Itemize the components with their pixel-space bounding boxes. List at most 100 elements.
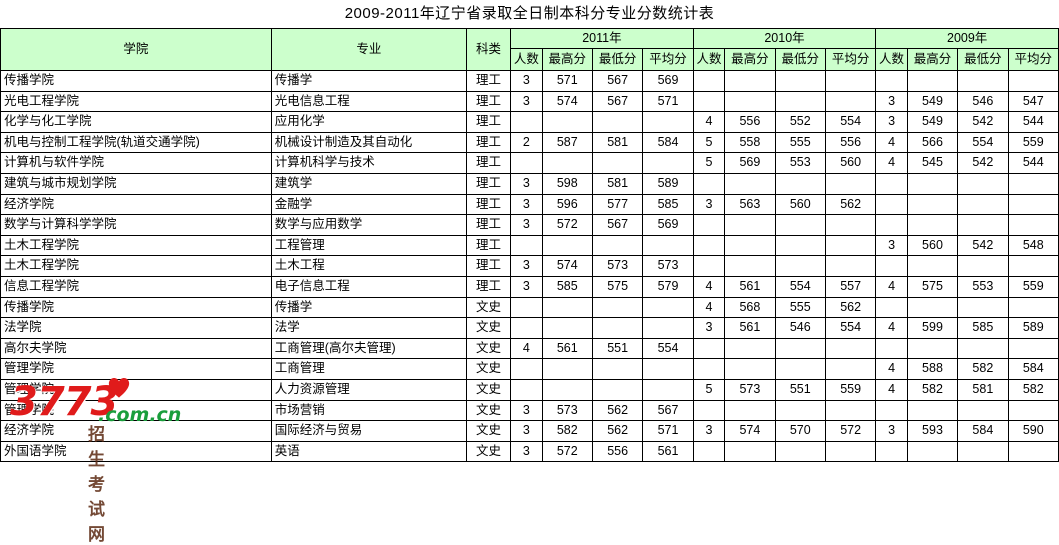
cell-2011-avg: 571 xyxy=(642,420,694,442)
cell-2010-min: 546 xyxy=(774,317,826,339)
cell-2010-avg xyxy=(824,255,877,277)
table-row: 土木工程学院 工程管理 理工 3 560 542 548 xyxy=(0,234,1059,257)
cell-2010-min: 570 xyxy=(774,420,826,442)
score-statistics-table: 学院 专业 科类 2011年 2010年 2009年 人数 最高分 最低分 平均… xyxy=(0,28,1059,463)
header-2009-avg: 平均分 xyxy=(1007,48,1059,71)
cell-2011-min: 575 xyxy=(591,275,644,298)
header-2011-avg: 平均分 xyxy=(642,48,694,71)
cell-2009-min xyxy=(957,296,1009,319)
cell-2010-max xyxy=(724,234,776,257)
cell-2011-min xyxy=(591,296,644,319)
cell-2009-min: 585 xyxy=(957,317,1009,339)
cell-2009-max: 575 xyxy=(906,275,959,298)
header-2009-min: 最低分 xyxy=(957,48,1009,71)
cell-2011-min: 556 xyxy=(591,440,644,463)
cell-2010-count: 3 xyxy=(692,317,726,339)
cell-2011-count xyxy=(510,111,543,133)
cell-2009-min xyxy=(957,193,1009,216)
cell-2011-min xyxy=(591,378,644,401)
table-row: 计算机与软件学院 计算机科学与技术 理工 5 569 553 560 4 545 542 544 xyxy=(0,152,1059,174)
cell-2009-avg xyxy=(1007,440,1059,463)
cell-category: 文史 xyxy=(465,337,512,360)
cell-2011-avg: 579 xyxy=(642,275,694,298)
cell-2010-max: 558 xyxy=(724,131,776,154)
cell-major: 电子信息工程 xyxy=(270,275,468,298)
header-row-group: 学院 专业 科类 2011年 2010年 2009年 xyxy=(0,28,1059,71)
cell-category: 理工 xyxy=(465,214,512,236)
cell-major: 市场营销 xyxy=(270,399,468,422)
cell-2009-avg: 590 xyxy=(1007,420,1059,442)
header-2010-min: 最低分 xyxy=(774,48,826,71)
cell-2011-min xyxy=(591,152,644,174)
cell-2010-min xyxy=(774,70,826,92)
cell-2009-avg: 589 xyxy=(1007,317,1059,339)
header-year-2009: 2009年 xyxy=(875,28,1059,49)
cell-2010-max xyxy=(724,440,776,463)
cell-major: 传播学 xyxy=(270,70,468,92)
cell-2011-min: 581 xyxy=(591,131,644,154)
cell-2011-count: 3 xyxy=(510,440,543,463)
cell-2011-count xyxy=(510,296,543,319)
cell-2011-max xyxy=(541,296,593,319)
table-row: 经济学院 国际经济与贸易 文史 3 582 562 571 3 574 570 572 3 593 584… xyxy=(0,420,1059,442)
header-year-2010: 2010年 xyxy=(692,28,877,49)
cell-2009-count xyxy=(875,440,908,463)
cell-2010-count xyxy=(692,399,726,422)
cell-category: 文史 xyxy=(465,317,512,339)
cell-2011-max: 582 xyxy=(541,420,593,442)
cell-2010-avg xyxy=(824,440,877,463)
cell-category: 理工 xyxy=(465,275,512,298)
header-row-sub: 人数 最高分 最低分 平均分 人数 最高分 最低分 平均分 人数 最高分 最低分… xyxy=(1,48,1059,71)
cell-major: 工程管理 xyxy=(270,234,468,257)
cell-category: 文史 xyxy=(465,399,512,422)
cell-2010-avg: 560 xyxy=(824,152,877,174)
cell-2010-avg: 559 xyxy=(824,378,877,401)
cell-college: 计算机与软件学院 xyxy=(0,152,272,174)
header-2010-count: 人数 xyxy=(692,48,726,71)
cell-category: 理工 xyxy=(465,111,512,133)
cell-category: 理工 xyxy=(465,234,512,257)
table-row: 数学与计算科学学院 数学与应用数学 理工 3 572 567 569 xyxy=(0,214,1059,236)
header-2009-count: 人数 xyxy=(875,48,908,71)
table-row: 化学与化工学院 应用化学 理工 4 556 552 554 3 549 542 544 xyxy=(0,111,1059,133)
cell-category: 理工 xyxy=(465,172,512,195)
cell-2009-max xyxy=(906,214,959,236)
cell-2011-max xyxy=(541,111,593,133)
cell-2010-avg xyxy=(824,172,877,195)
cell-2011-count xyxy=(510,234,543,257)
cell-2011-avg: 585 xyxy=(642,193,694,216)
cell-2010-count: 5 xyxy=(692,152,726,174)
cell-2011-min: 562 xyxy=(591,420,644,442)
cell-2010-count: 4 xyxy=(692,296,726,319)
cell-2010-min xyxy=(774,399,826,422)
cell-major: 工商管理(高尔夫管理) xyxy=(270,337,468,360)
cell-2011-count: 3 xyxy=(510,70,543,92)
cell-2009-max: 560 xyxy=(906,234,959,257)
cell-2011-avg xyxy=(642,378,694,401)
header-category: 科类 xyxy=(465,28,512,71)
cell-2010-min: 552 xyxy=(774,111,826,133)
cell-2011-max xyxy=(541,152,593,174)
cell-2010-min: 553 xyxy=(774,152,826,174)
cell-2011-max xyxy=(541,358,593,380)
cell-2009-min xyxy=(957,255,1009,277)
cell-2011-avg xyxy=(642,317,694,339)
cell-2009-min: 584 xyxy=(957,420,1009,442)
cell-2010-max: 563 xyxy=(724,193,776,216)
cell-2011-count: 3 xyxy=(510,193,543,216)
cell-2010-count xyxy=(692,214,726,236)
cell-major: 光电信息工程 xyxy=(270,90,468,113)
cell-category: 理工 xyxy=(465,152,512,174)
cell-2010-count: 5 xyxy=(692,378,726,401)
cell-2010-count xyxy=(692,337,726,360)
cell-2009-avg: 548 xyxy=(1007,234,1059,257)
table-row: 管理学院 人力资源管理 文史 5 573 551 559 4 582 581 582 xyxy=(0,378,1059,401)
cell-2011-max: 572 xyxy=(541,440,593,463)
cell-2009-avg xyxy=(1007,337,1059,360)
cell-2009-max xyxy=(906,440,959,463)
cell-2010-avg xyxy=(824,399,877,422)
cell-2011-min xyxy=(591,111,644,133)
cell-major: 土木工程 xyxy=(270,255,468,277)
cell-2009-avg xyxy=(1007,255,1059,277)
cell-2010-avg: 556 xyxy=(824,131,877,154)
